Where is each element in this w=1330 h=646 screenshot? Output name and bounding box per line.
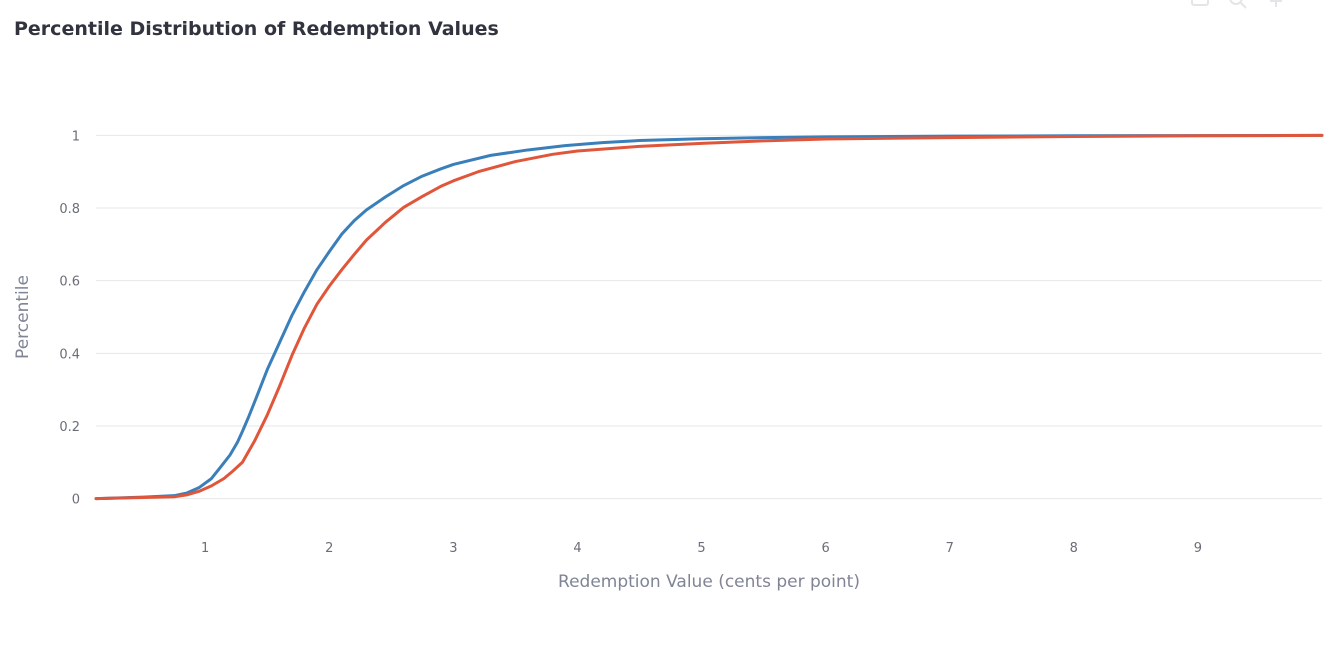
gridlines: [96, 134, 1322, 500]
y-tick-label: 0.2: [59, 420, 80, 435]
x-tick-label: 3: [449, 541, 457, 556]
x-axis-ticks: 1 2 3 4 5 6 7 8 9: [201, 541, 1202, 556]
y-tick-label: 0.4: [59, 347, 80, 362]
series-line-2[interactable]: [94, 133, 1324, 501]
zoom-icon[interactable]: [1229, 0, 1247, 9]
y-axis-ticks: 0 0.2 0.4 0.6 0.8 1: [59, 129, 80, 507]
x-tick-label: 5: [697, 541, 705, 556]
x-tick-label: 6: [822, 541, 830, 556]
x-tick-label: 7: [946, 541, 954, 556]
x-axis-title: Redemption Value (cents per point): [558, 572, 860, 592]
y-tick-label: 0: [72, 493, 80, 508]
y-tick-label: 1: [72, 129, 80, 144]
x-tick-label: 1: [201, 541, 209, 556]
x-tick-label: 2: [325, 541, 333, 556]
x-tick-label: 9: [1194, 541, 1202, 556]
chart-title: Percentile Distribution of Redemption Va…: [14, 18, 499, 40]
pan-icon[interactable]: [1270, 0, 1282, 7]
x-tick-label: 8: [1070, 541, 1078, 556]
y-tick-label: 0.6: [59, 275, 80, 290]
y-axis-title: Percentile: [13, 275, 33, 359]
series-line-1[interactable]: [94, 133, 1324, 501]
plot-area: [94, 133, 1324, 501]
x-tick-label: 4: [573, 541, 581, 556]
camera-icon[interactable]: [1191, 0, 1209, 6]
y-tick-label: 0.8: [59, 202, 80, 217]
chart-toolbar[interactable]: [1191, 0, 1282, 9]
